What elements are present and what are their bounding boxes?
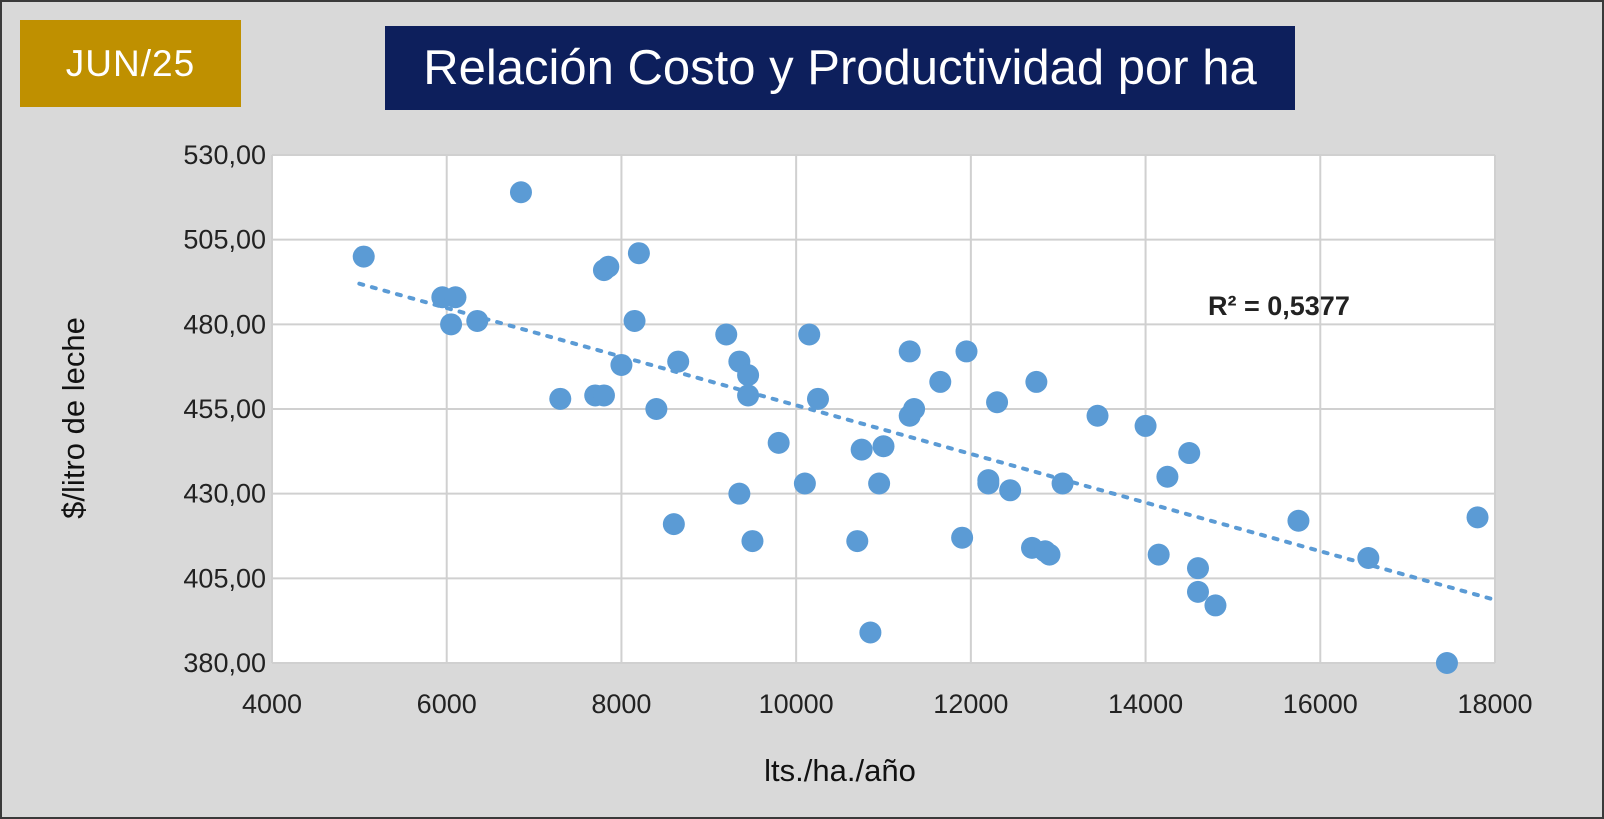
y-tick-label: 505,00 xyxy=(183,225,266,255)
date-badge: JUN/25 xyxy=(20,20,241,107)
data-point xyxy=(1086,404,1109,427)
data-point xyxy=(715,323,738,346)
y-tick-label: 405,00 xyxy=(183,563,266,593)
x-tick-label: 16000 xyxy=(1283,689,1358,719)
data-point xyxy=(898,340,921,363)
r-squared-label: R² = 0,5377 xyxy=(1208,291,1350,321)
x-tick-label: 8000 xyxy=(591,689,651,719)
data-point xyxy=(903,398,926,420)
data-point xyxy=(627,242,650,265)
y-tick-label: 430,00 xyxy=(183,479,266,509)
data-points xyxy=(352,181,1489,674)
y-tick-label: 380,00 xyxy=(183,648,266,678)
data-point xyxy=(592,384,615,407)
data-point xyxy=(1186,580,1209,603)
data-point xyxy=(1178,442,1201,465)
chart-title: Relación Costo y Productividad por ha xyxy=(385,26,1295,110)
data-point xyxy=(667,350,690,373)
data-point xyxy=(737,364,760,387)
data-point xyxy=(1466,506,1489,529)
y-axis-label: $/litro de leche xyxy=(56,317,91,519)
x-tick-label: 18000 xyxy=(1457,689,1532,719)
data-point xyxy=(1051,472,1074,495)
x-tick-label: 14000 xyxy=(1108,689,1183,719)
data-point xyxy=(1147,543,1170,566)
data-point xyxy=(509,181,532,204)
data-point xyxy=(868,472,891,495)
y-tick-labels: 380,00 405,00 430,00 455,00 480,00 505,00 530,… xyxy=(183,140,266,678)
y-tick-label: 480,00 xyxy=(183,309,266,339)
data-point xyxy=(999,479,1022,502)
gridlines xyxy=(271,154,1496,664)
data-point xyxy=(798,323,821,346)
data-point xyxy=(1357,547,1380,570)
y-tick-label: 530,00 xyxy=(183,140,266,170)
y-tick-label: 455,00 xyxy=(183,394,266,424)
x-tick-label: 12000 xyxy=(933,689,1008,719)
data-point xyxy=(1435,652,1458,674)
data-point xyxy=(444,286,467,309)
data-point xyxy=(1156,465,1179,488)
data-point xyxy=(1025,370,1048,393)
data-point xyxy=(440,313,463,336)
data-point xyxy=(741,530,764,553)
data-point xyxy=(977,472,1000,495)
data-point xyxy=(1287,509,1310,532)
data-point xyxy=(1204,594,1227,617)
x-axis-label: lts./ha./año xyxy=(764,753,916,788)
data-point xyxy=(986,391,1009,414)
data-point xyxy=(767,431,790,454)
trendline xyxy=(357,281,1493,601)
x-tick-labels: 4000 6000 8000 10000 12000 14000 16000 18000 xyxy=(242,689,1533,719)
data-point xyxy=(951,526,974,549)
data-point xyxy=(466,309,489,332)
data-point xyxy=(352,245,375,268)
data-point xyxy=(610,353,633,376)
x-tick-label: 10000 xyxy=(759,689,834,719)
data-point xyxy=(1186,557,1209,580)
data-point xyxy=(645,398,668,420)
data-point xyxy=(549,387,572,410)
data-point xyxy=(597,255,620,278)
data-point xyxy=(929,370,952,393)
data-point xyxy=(806,387,829,410)
data-point xyxy=(737,384,760,407)
data-point xyxy=(846,530,869,553)
data-point xyxy=(623,309,646,332)
data-point xyxy=(872,435,895,458)
data-point xyxy=(728,482,751,505)
data-point xyxy=(1134,414,1157,437)
data-point xyxy=(850,438,873,461)
data-point xyxy=(1038,543,1061,566)
x-tick-label: 4000 xyxy=(242,689,302,719)
x-tick-label: 6000 xyxy=(417,689,477,719)
data-point xyxy=(662,513,685,536)
data-point xyxy=(859,621,882,644)
data-point xyxy=(793,472,816,495)
data-point xyxy=(955,340,978,363)
